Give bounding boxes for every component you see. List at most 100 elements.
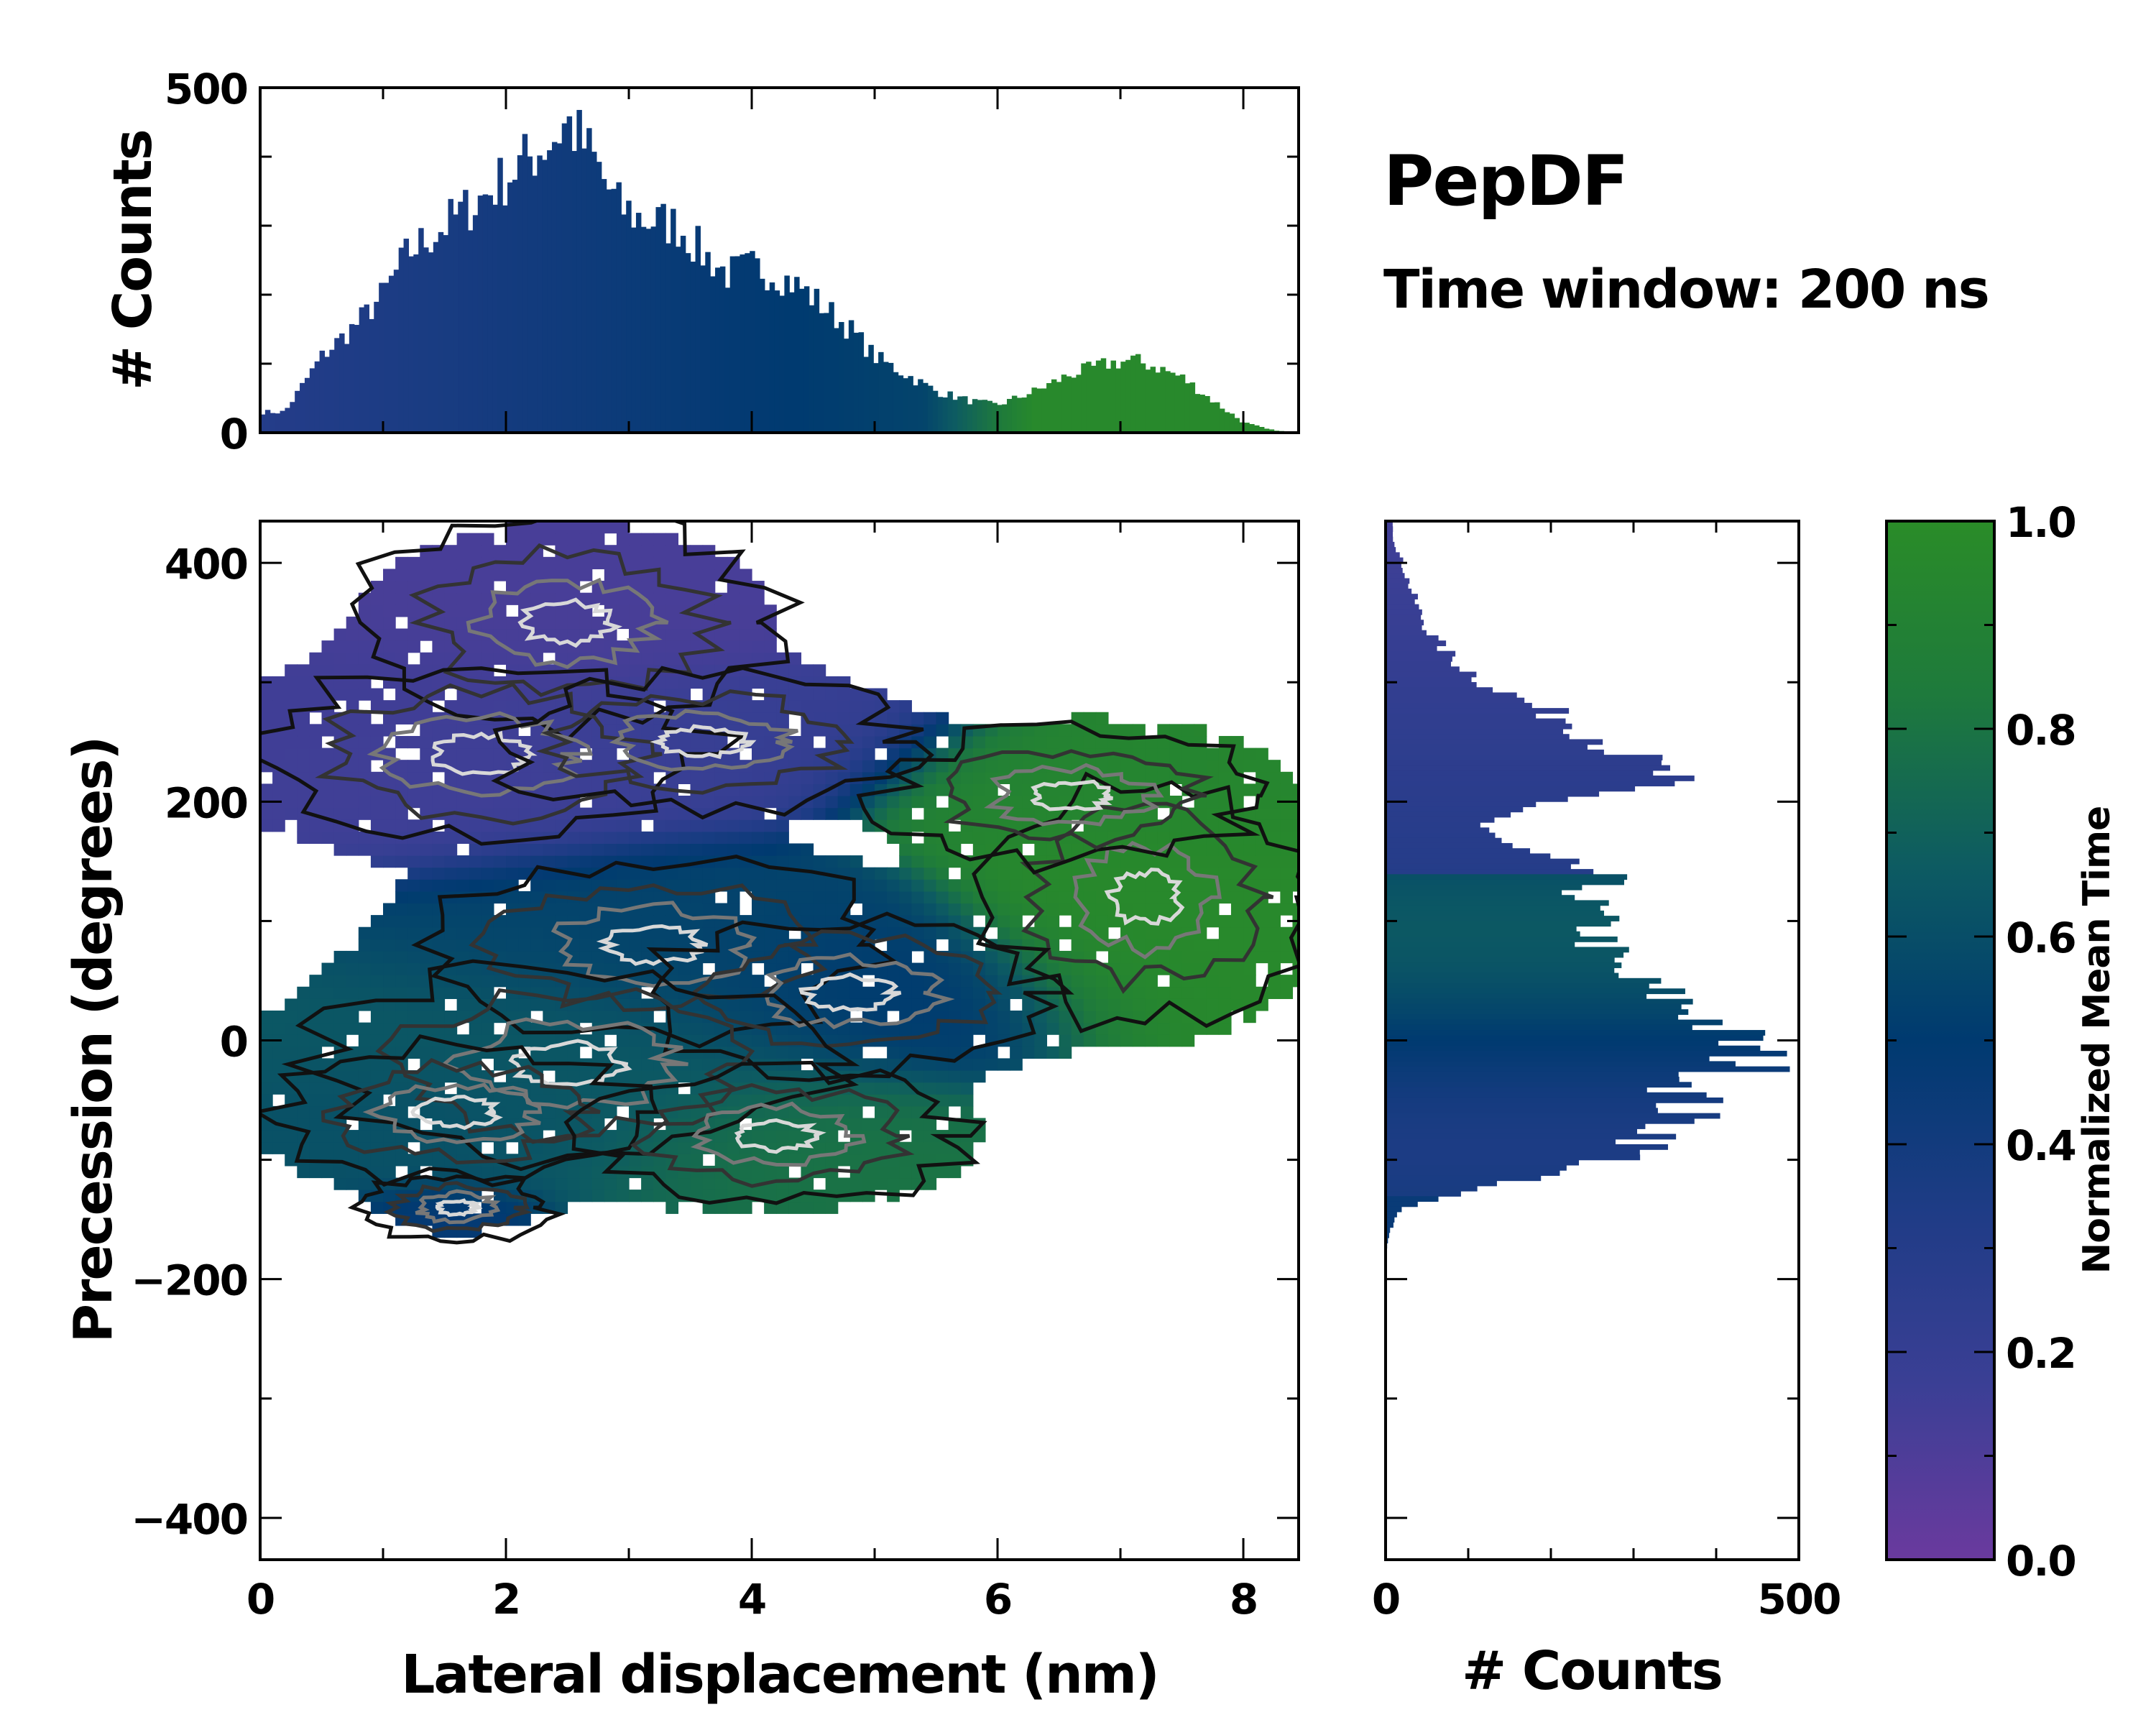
heatmap-cell [481,843,494,856]
heatmap-cell [506,533,519,546]
heatmap-cell [1083,796,1097,809]
heatmap-cell [567,604,581,617]
heatmap-cell [887,903,900,916]
heatmap-cell [506,807,519,820]
heatmap-cell [555,1141,568,1154]
heatmap-cell [1181,998,1195,1011]
heatmap-cell [629,1058,642,1071]
heatmap-cell [849,712,863,724]
heatmap-cell [358,796,372,809]
heatmap-cell [862,700,875,713]
heatmap-cell [407,926,420,939]
top-hist-bar [878,351,884,433]
heatmap-cell [530,891,543,904]
heatmap-cell [506,628,519,641]
heatmap-cell [1292,783,1299,796]
heatmap-cell [420,903,433,916]
heatmap-cell [309,1141,323,1154]
heatmap-cell [395,640,408,653]
heatmap-cell [653,533,666,546]
heatmap-cell [1034,735,1048,749]
top-hist-bar [512,180,518,433]
heatmap-cell [358,652,372,665]
heatmap-cell [764,640,777,653]
heatmap-cell [960,867,974,880]
heatmap-cell [432,796,446,809]
heatmap-cell [998,986,1010,999]
heatmap-cell [690,796,704,809]
heatmap-cell [591,831,605,845]
heatmap-cell [678,879,691,892]
heatmap-cell [739,998,752,1011]
heatmap-contour [383,1181,533,1233]
heatmap-cell [837,1094,851,1107]
right-hist-bar [1386,962,1622,968]
heatmap-cell [653,604,666,617]
heatmap-cell [985,735,998,749]
heatmap-cell [837,879,851,892]
heatmap-cell [739,1010,752,1024]
top-hist-bar [1095,360,1102,433]
heatmap-cell [493,939,507,952]
heatmap-cell [370,1201,384,1214]
heatmap-cell [899,1105,912,1119]
heatmap-cell [579,1177,593,1190]
right-hist-bar [1386,837,1502,844]
top-hist-bar [700,265,706,433]
heatmap-cell [1292,879,1299,892]
heatmap-cell [825,855,839,868]
heatmap-cell [641,1046,654,1059]
heatmap-cell [1218,867,1232,880]
heatmap-cell [899,1165,912,1179]
heatmap-cell [801,879,814,892]
heatmap-cell [370,986,384,999]
top-hist-bar [814,288,820,433]
heatmap-cell [272,748,285,760]
heatmap-cell [1292,807,1299,820]
heatmap-cell [309,986,323,999]
heatmap-cell [702,1190,716,1202]
heatmap-cell [629,604,642,617]
heatmap-cell [1206,975,1220,988]
heatmap-cell [506,616,519,630]
colorbar-tick-label: 0.8 [2006,706,2076,755]
heatmap-cell [383,664,396,677]
heatmap-cell [1133,926,1146,939]
heatmap-contour [650,724,757,760]
heatmap-cell [1046,1010,1060,1024]
top-hist-bar [1184,383,1191,433]
heatmap-cell [714,796,728,809]
colorbar-gradient [1885,520,1996,1561]
heatmap-cell [641,545,654,558]
heatmap-cell [567,783,581,796]
heatmap-cell [444,926,458,939]
heatmap-cell [948,903,962,916]
heatmap-cell [714,628,728,641]
top-hist-bar [374,301,379,433]
heatmap-cell [923,783,937,796]
heatmap-cell [383,843,396,856]
heatmap-ytick-label: 400 [165,540,247,589]
heatmap-cell [776,1130,789,1143]
heatmap-cell [395,604,408,617]
heatmap-cell [333,1022,347,1035]
heatmap-cell [739,867,752,880]
heatmap-cell [727,1201,740,1214]
heatmap-cell [948,879,962,892]
top-hist-bar [952,400,958,433]
heatmap-cell [641,724,654,737]
heatmap-cell [739,807,752,820]
heatmap-cell [567,628,581,641]
heatmap-cell [665,545,679,558]
heatmap-cell [1145,998,1158,1011]
heatmap-cell [530,915,543,928]
right-hist-bar [1386,781,1675,787]
top-hist-bar [957,396,963,433]
heatmap-cell [309,975,323,988]
right-hist-bar [1386,884,1583,891]
heatmap-cell [469,879,482,892]
heatmap-cell [1095,712,1109,724]
top-hist-bar [280,410,285,433]
heatmap-cell [260,1130,273,1143]
heatmap-cell [543,879,556,892]
